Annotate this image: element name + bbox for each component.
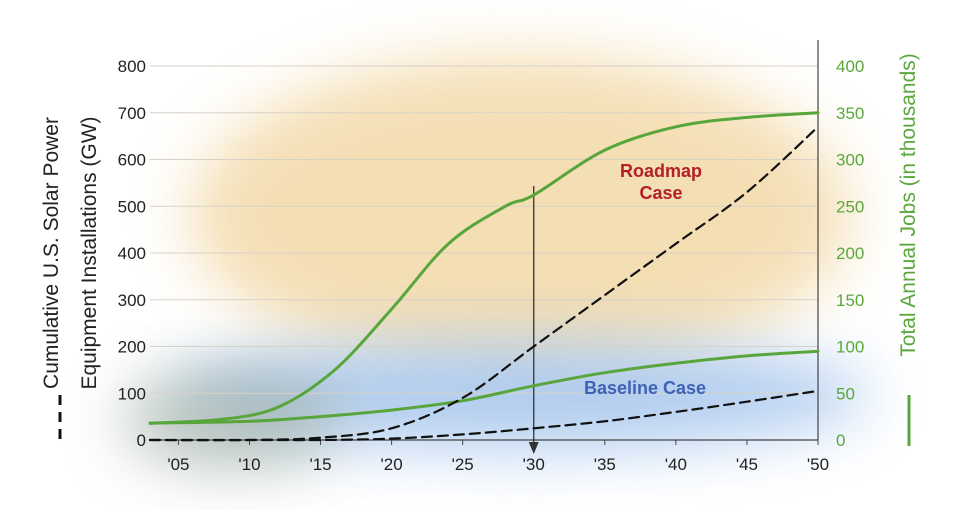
right-tick-label: 300	[836, 151, 864, 170]
right-tick-label: 350	[836, 104, 864, 123]
x-tick-label: '25	[452, 455, 474, 474]
right-tick-label: 400	[836, 57, 864, 76]
x-tick-label: '40	[665, 455, 687, 474]
right-axis-title: Total Annual Jobs (in thousands)	[897, 53, 920, 357]
x-tick-label: '15	[309, 455, 331, 474]
x-tick-label: '05	[167, 455, 189, 474]
series-line-1	[148, 349, 820, 425]
right-tick-label: 100	[836, 338, 864, 357]
series-line-3	[148, 389, 820, 442]
roadmap-case-label: Roadmap Case	[620, 161, 702, 203]
left-tick-label: 800	[118, 57, 146, 76]
left-tick-label: 400	[118, 244, 146, 263]
x-tick-label: '35	[594, 455, 616, 474]
right-tick-label: 200	[836, 244, 864, 263]
left-tick-label: 100	[118, 384, 146, 403]
baseline-case-label: Baseline Case	[584, 378, 706, 398]
x-tick-label: '45	[736, 455, 758, 474]
left-tick-label: 500	[118, 197, 146, 216]
x-tick-label: '30	[523, 455, 545, 474]
baseline-glow-left	[120, 370, 340, 470]
baseline-glow	[170, 340, 870, 450]
left-axis-title-line2: Equipment Installations (GW)	[78, 116, 101, 389]
roadmap-glow	[190, 55, 850, 375]
right-tick-label: 0	[836, 431, 845, 450]
marker-arrow	[528, 442, 539, 454]
x-tick-label: '50	[807, 455, 829, 474]
left-axis-title-line1: Cumulative U.S. Solar Power	[40, 117, 63, 389]
left-tick-label: 300	[118, 291, 146, 310]
left-tick-label: 200	[118, 338, 146, 357]
right-tick-label: 150	[836, 291, 864, 310]
left-tick-label: 700	[118, 104, 146, 123]
left-tick-label: 600	[118, 151, 146, 170]
right-tick-label: 250	[836, 197, 864, 216]
right-tick-label: 50	[836, 384, 855, 403]
left-tick-label: 0	[137, 431, 146, 450]
x-tick-label: '10	[238, 455, 260, 474]
series-line-0	[148, 111, 820, 425]
x-tick-label: '20	[381, 455, 403, 474]
